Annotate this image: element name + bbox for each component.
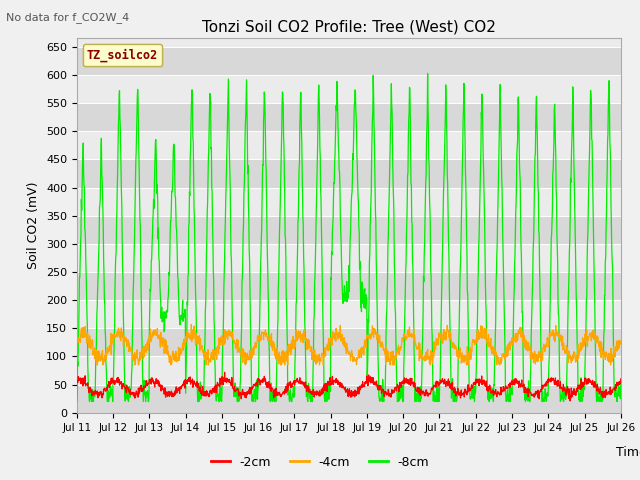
Bar: [77, 272, 621, 300]
Bar: [77, 47, 621, 75]
Text: No data for f_CO2W_4: No data for f_CO2W_4: [6, 12, 130, 23]
Legend: TZ_soilco2: TZ_soilco2: [83, 44, 162, 66]
Bar: [77, 159, 621, 188]
Bar: [77, 357, 621, 384]
Bar: [77, 132, 621, 159]
Bar: [77, 188, 621, 216]
Bar: [77, 384, 621, 413]
Bar: [77, 216, 621, 244]
Y-axis label: Soil CO2 (mV): Soil CO2 (mV): [28, 182, 40, 269]
X-axis label: Time: Time: [616, 446, 640, 459]
Bar: [77, 103, 621, 132]
Bar: [77, 244, 621, 272]
Title: Tonzi Soil CO2 Profile: Tree (West) CO2: Tonzi Soil CO2 Profile: Tree (West) CO2: [202, 20, 496, 35]
Bar: [77, 328, 621, 357]
Legend: -2cm, -4cm, -8cm: -2cm, -4cm, -8cm: [206, 451, 434, 474]
Bar: [77, 300, 621, 328]
Bar: [77, 75, 621, 103]
